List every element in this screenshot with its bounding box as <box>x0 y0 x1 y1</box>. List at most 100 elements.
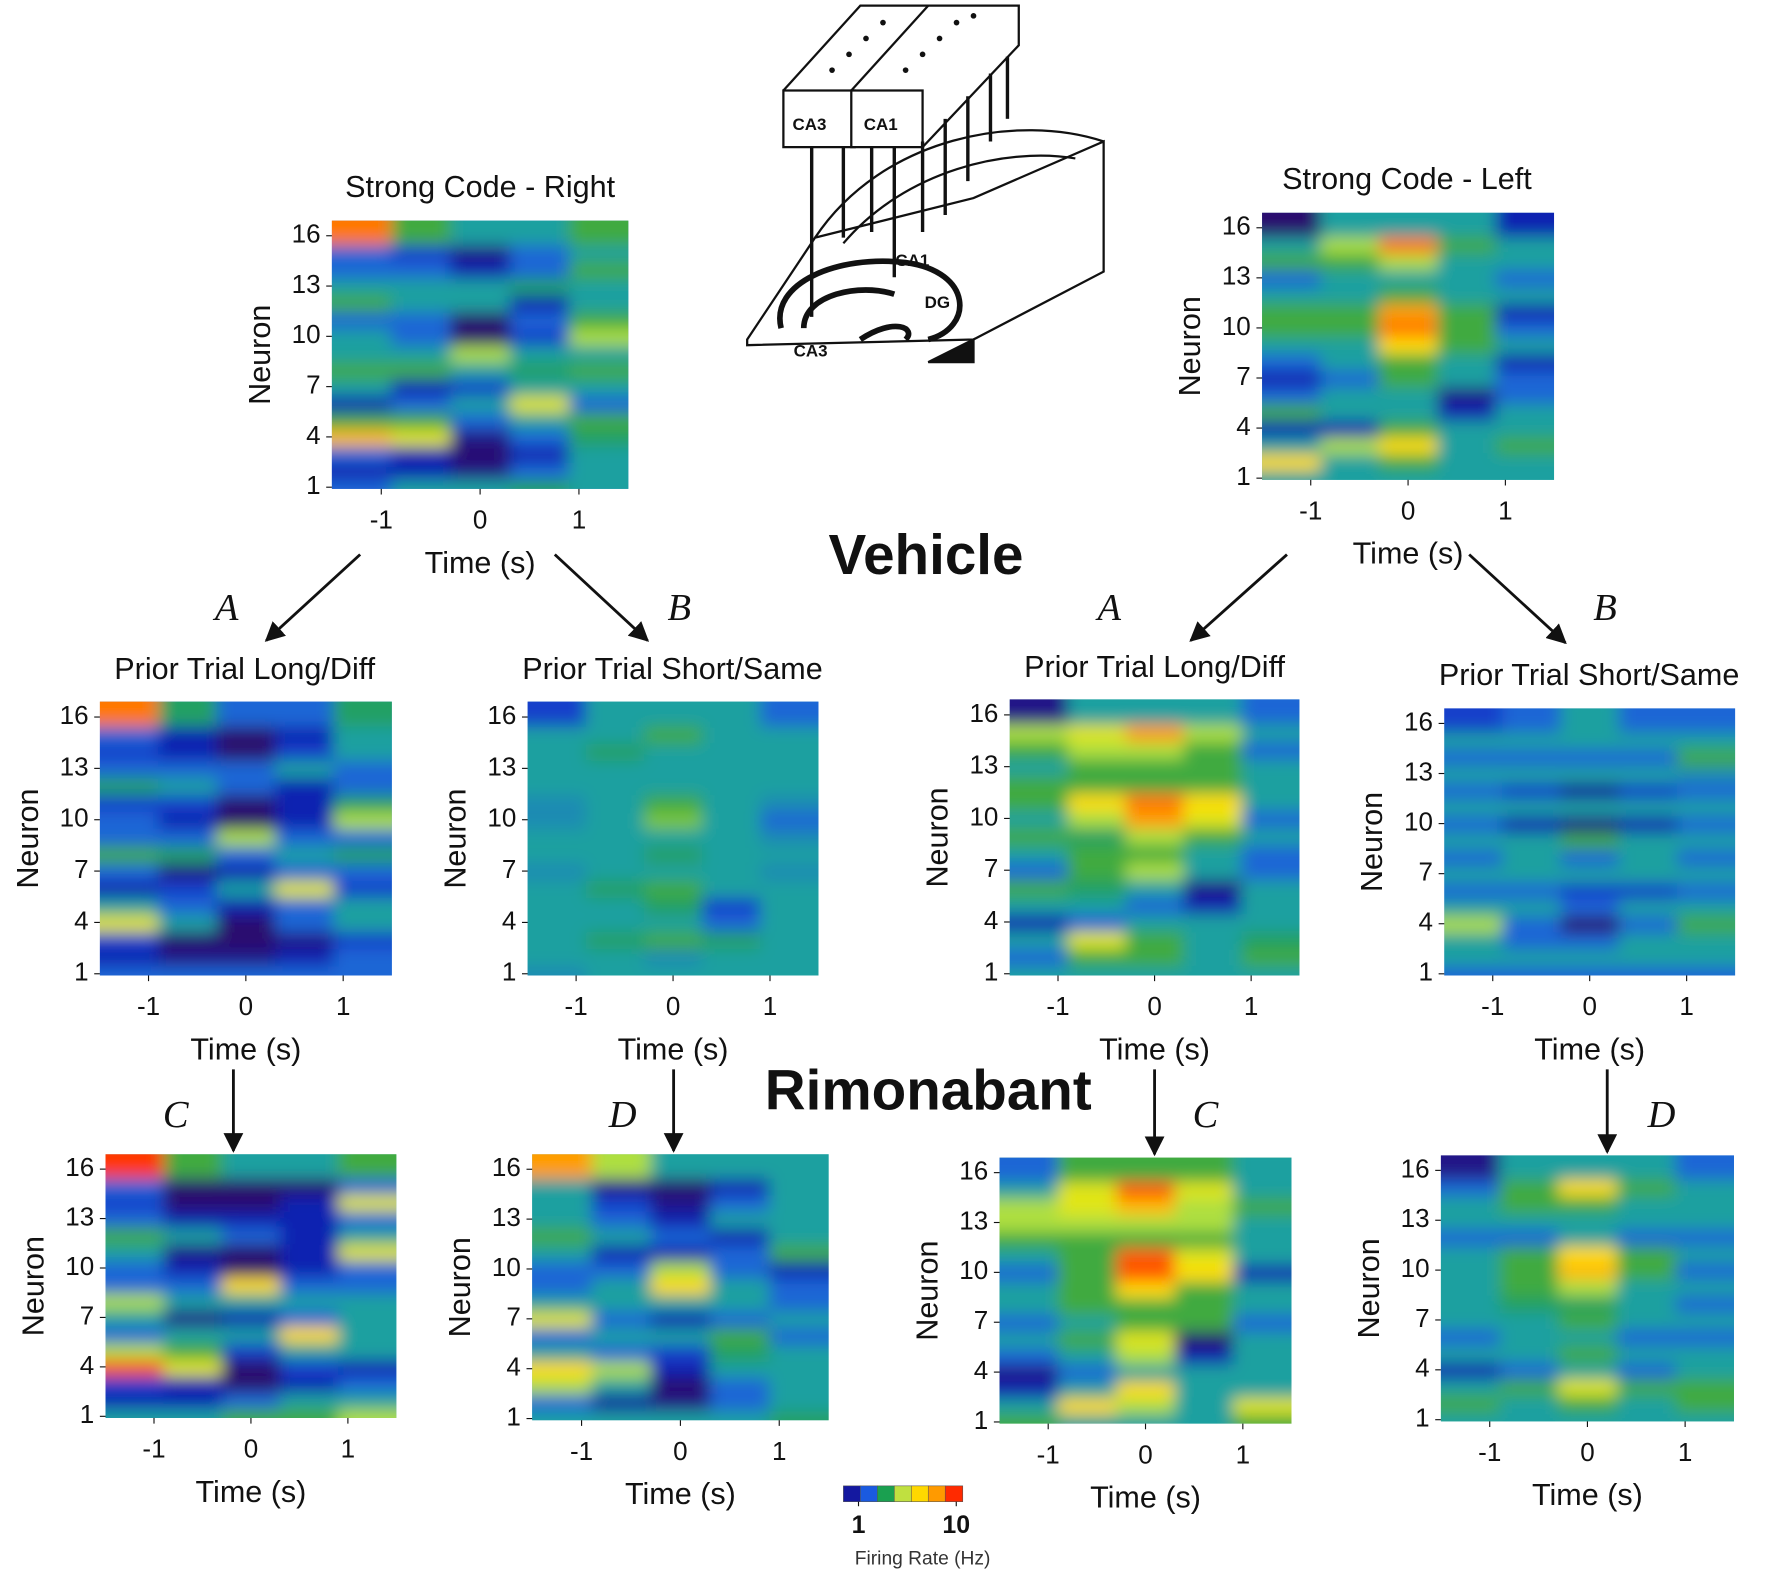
heatmap-cell <box>585 776 646 796</box>
heatmap-cell <box>769 1343 829 1362</box>
heatmap-cell <box>280 1193 340 1212</box>
heatmap-cell <box>1057 1297 1118 1316</box>
heatmap-cell <box>1440 1155 1501 1180</box>
heatmap-cell <box>591 1194 652 1212</box>
heatmap-cell <box>331 462 393 480</box>
heatmap-cell <box>221 1210 282 1228</box>
heatmap-cell <box>275 896 335 915</box>
heatmap-cell <box>1262 212 1322 238</box>
heatmap-cell <box>391 244 452 263</box>
heatmap-cell <box>338 1259 397 1278</box>
heatmap-cell <box>1502 948 1562 967</box>
heatmap-cell <box>1378 252 1439 271</box>
heatmap-cell <box>1262 236 1322 254</box>
heatmap-cell <box>275 759 335 779</box>
heatmap-cell <box>1116 1230 1176 1249</box>
heatmap-cell <box>532 1244 593 1262</box>
x-tick-label: -1 <box>565 991 588 1021</box>
y-tick-label: 7 <box>502 854 516 884</box>
heatmap-cell <box>221 1276 282 1294</box>
heatmap-cell <box>391 294 452 313</box>
heatmap-cell <box>333 948 392 967</box>
heatmap-cell <box>650 1360 712 1379</box>
heatmap-cell <box>1502 882 1562 900</box>
heatmap-cell <box>1560 731 1620 750</box>
heatmap-cell <box>1560 932 1620 950</box>
heatmap-cell <box>702 965 762 976</box>
x-tick-label: -1 <box>1299 496 1322 526</box>
heatmap-cell <box>591 1327 652 1345</box>
x-axis-label: Time (s) <box>1534 1032 1645 1066</box>
heatmap-cell <box>158 930 218 950</box>
y-tick-label: 4 <box>502 905 516 935</box>
heatmap-cell <box>331 378 393 397</box>
heatmap-cells <box>527 701 819 976</box>
heatmap-cell <box>1616 1278 1677 1297</box>
y-tick-label: 7 <box>506 1302 520 1332</box>
heatmap-cell <box>650 1343 712 1362</box>
heatmap-cell <box>1558 1394 1618 1413</box>
heatmap-cell <box>163 1391 223 1410</box>
x-tick-label: 1 <box>336 991 350 1021</box>
heatmap-cell <box>1233 1214 1292 1232</box>
heatmap-cell <box>1437 302 1497 321</box>
x-axis-label: Time (s) <box>1099 1032 1210 1066</box>
heatmap-cell <box>1174 1363 1235 1382</box>
heatmap-cell <box>333 896 392 915</box>
y-axis-label: Neuron <box>243 305 277 405</box>
heatmap-cell <box>1558 1378 1618 1396</box>
heatmap-cell <box>1502 708 1562 733</box>
heatmap-cell <box>338 1391 397 1410</box>
heatmap-cell <box>1560 815 1620 834</box>
heatmap-cell <box>1616 1411 1677 1422</box>
heatmap-cell <box>643 965 704 976</box>
heatmap-cell <box>1183 740 1243 760</box>
heatmap-cell <box>569 327 629 346</box>
heatmap <box>1262 212 1555 480</box>
heatmap-cell <box>391 395 452 413</box>
heatmap <box>99 701 392 976</box>
heatmap-cell <box>1174 1347 1235 1365</box>
heatmap-cell <box>1183 809 1243 829</box>
heatmap-cell <box>702 701 762 727</box>
heatmap-cell <box>1183 913 1243 932</box>
heatmap-cell <box>1444 765 1504 783</box>
heatmap-cell <box>1320 469 1380 480</box>
heatmap <box>999 1157 1292 1424</box>
heatmap-cell <box>999 1247 1060 1266</box>
heatmap-cell <box>1378 236 1439 254</box>
heatmap-cell <box>1616 1245 1677 1263</box>
electrode-diagram <box>746 4 1105 364</box>
heatmap-cell <box>1183 775 1243 794</box>
heatmap-cell <box>331 478 393 489</box>
y-tick-label: 16 <box>292 219 321 249</box>
heatmap-cell <box>105 1210 165 1228</box>
heatmap-cell <box>1444 731 1504 750</box>
heatmap-cell <box>1495 419 1555 438</box>
x-tick-label: -1 <box>142 1434 165 1464</box>
heatmap-cell <box>1676 765 1736 783</box>
heatmap-cell <box>710 1393 771 1412</box>
heatmap-cell <box>391 220 452 246</box>
x-tick-label: 0 <box>473 505 487 535</box>
heatmap-cell <box>1183 878 1243 898</box>
heatmap-cell <box>331 344 393 363</box>
heatmap-cell <box>1320 453 1380 471</box>
heatmap-cell <box>1125 913 1185 932</box>
heatmap-cell <box>1499 1311 1560 1330</box>
heatmap-cell <box>163 1210 223 1228</box>
heatmap-cell <box>1616 1295 1677 1313</box>
y-tick-label: 13 <box>969 750 998 780</box>
heatmap-cell <box>591 1410 652 1421</box>
heatmap-cell <box>1616 1361 1677 1380</box>
heatmap-cell <box>99 794 160 813</box>
heatmap-cell <box>1241 913 1300 932</box>
heatmap-cell <box>999 1230 1060 1249</box>
heatmap-cell <box>1558 1278 1618 1297</box>
heatmap-cell <box>710 1244 771 1262</box>
heatmap-cell <box>1616 1155 1677 1180</box>
heatmap-cell <box>1057 1264 1118 1282</box>
heatmap-cell <box>1440 1295 1501 1313</box>
heatmap-cell <box>333 879 392 898</box>
heatmap-cell <box>591 1154 652 1179</box>
